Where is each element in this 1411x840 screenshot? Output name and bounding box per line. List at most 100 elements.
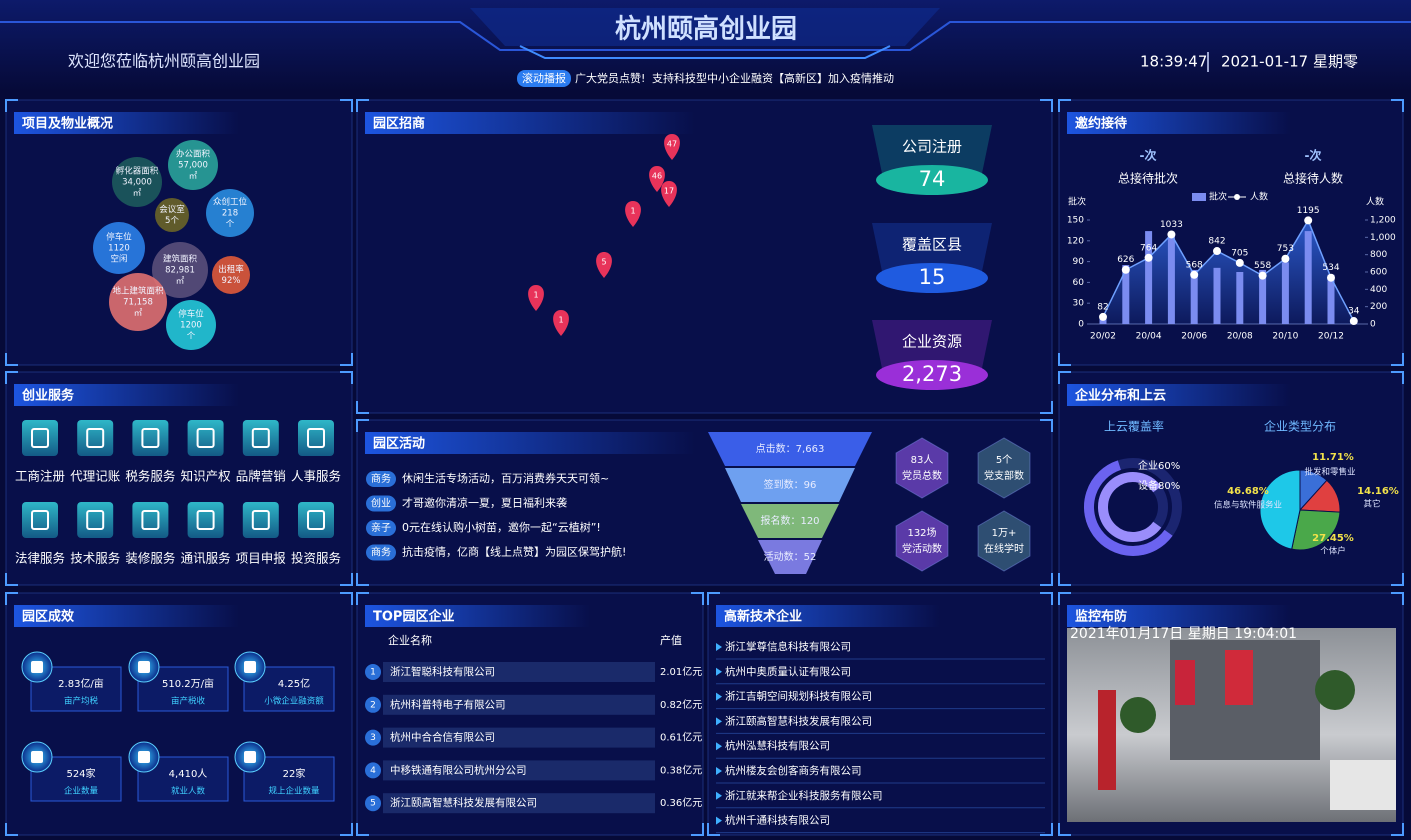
effect-value: 2.83亿/亩 [58, 677, 104, 690]
panel-corner [5, 573, 18, 586]
data-label: 568 [1186, 260, 1203, 270]
service-item[interactable] [77, 502, 114, 538]
bullet [716, 667, 722, 676]
service-item[interactable] [132, 502, 169, 538]
legend-label: 人数 [1250, 191, 1268, 203]
map-pin [596, 252, 612, 278]
panel-corner [1058, 371, 1071, 384]
service-icon [187, 420, 224, 456]
page-title: 杭州颐高创业园 [615, 14, 797, 45]
camera-timestamp: 2021年01月17日 星期日 19:04:01 [1070, 626, 1297, 642]
effect-value: 510.2万/亩 [162, 677, 214, 690]
panel-corner [340, 592, 353, 605]
panel-corner [707, 592, 720, 605]
map-pin [528, 285, 544, 311]
panel-corner [356, 419, 369, 432]
point [1213, 247, 1221, 256]
panel-header [1067, 605, 1291, 627]
pie-category: 信息与软件服务业 [1214, 500, 1282, 511]
y-tick-label: 30 [1073, 299, 1085, 309]
service-label: 投资服务 [291, 551, 341, 566]
label-part: 企业 [1138, 459, 1158, 472]
pie-value-label: 27.45% [1312, 533, 1354, 544]
service-glyph [141, 428, 160, 448]
point [1099, 312, 1107, 321]
y-tick-label: 60 [1073, 278, 1085, 288]
service-glyph [31, 428, 49, 448]
funnel-layer [725, 468, 855, 502]
service-item[interactable] [22, 420, 58, 456]
bar [1304, 231, 1312, 324]
label-part: 签到数： [764, 478, 804, 491]
company-name: 浙江就来帮企业科技服务有限公司 [725, 789, 883, 802]
effect-label: 规上企业数量 [268, 786, 320, 797]
service-item[interactable] [298, 420, 334, 456]
stat-base [876, 263, 988, 293]
bubble-label: 众创工位 [213, 197, 248, 208]
row-bg [383, 662, 655, 682]
panel-title: TOP园区企业 [373, 609, 454, 625]
point [1258, 271, 1267, 280]
row-bg [383, 694, 655, 715]
activity-tag: 创业 [371, 497, 391, 510]
service-item[interactable] [298, 502, 334, 538]
y2-tick-label: 400 [1370, 285, 1387, 295]
pin-value: 5 [601, 258, 606, 267]
camera-poster [1225, 650, 1253, 705]
service-icon [298, 502, 334, 538]
service-icon [132, 420, 169, 456]
service-glyph [141, 510, 160, 530]
y2-tick-label: 1,200 [1370, 216, 1396, 226]
company-name: 杭州千通科技有限公司 [725, 814, 830, 827]
service-label: 技术服务 [70, 551, 120, 566]
bullet [716, 767, 722, 775]
label-part: 52 [804, 552, 817, 563]
service-icon [77, 420, 114, 456]
service-item[interactable] [242, 420, 279, 456]
party-hexagon [895, 437, 949, 499]
panel-corner [1391, 823, 1404, 836]
ticker-item: 加入疫情推动 [828, 71, 894, 85]
effect-label: 企业数量 [64, 786, 99, 797]
panel-corner [707, 823, 720, 836]
label-part: 点击数： [756, 442, 796, 455]
effect-glyph [31, 661, 43, 673]
x-tick-label: 20/10 [1272, 332, 1298, 342]
data-label: 1033 [1160, 220, 1183, 230]
service-item[interactable] [187, 502, 224, 538]
service-item[interactable] [132, 420, 169, 456]
row-bg [383, 760, 655, 781]
ticker-tag-bg [517, 70, 571, 87]
bullet [716, 742, 722, 751]
panel-corner [340, 573, 353, 586]
bar [1190, 269, 1198, 324]
effect-glyph [244, 751, 256, 763]
map-pin [664, 134, 680, 160]
bar [1281, 262, 1289, 324]
panel [1058, 99, 1404, 366]
party-label: 党员总数 [902, 469, 942, 482]
row-bg [383, 727, 655, 748]
rank: 2 [370, 700, 376, 710]
stat-base [876, 360, 988, 390]
panel-header [716, 605, 940, 627]
service-item[interactable] [77, 420, 114, 456]
bubble [155, 198, 189, 232]
service-icon [22, 502, 58, 538]
bubble-label: 办公面积 [176, 149, 211, 160]
data-label: 534 [1322, 263, 1339, 273]
service-item[interactable] [187, 420, 224, 456]
camera-plant [1315, 670, 1355, 710]
x-tick-label: 20/06 [1181, 332, 1207, 342]
summary-label: 总接待人数 [1283, 171, 1343, 186]
bubble-unit: ㎡ [176, 277, 185, 287]
company-name: 浙江颐高智慧科技发展有限公司 [725, 714, 872, 727]
data-label: 1195 [1297, 206, 1320, 216]
company-output: 0.36亿元 [660, 796, 702, 809]
service-item[interactable] [22, 502, 58, 538]
pin-value: 1 [630, 207, 635, 216]
y2-tick-label: 200 [1370, 302, 1387, 312]
service-item[interactable] [242, 502, 279, 538]
